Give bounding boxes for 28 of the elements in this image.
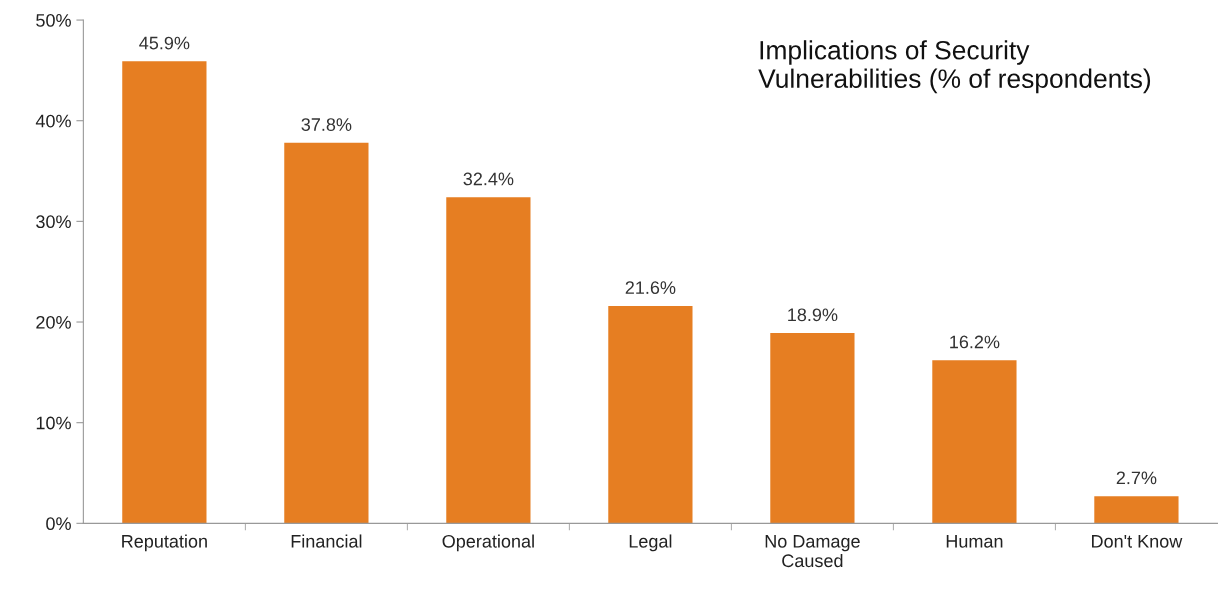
x-tick-label: No Damage Caused	[765, 535, 860, 568]
data-label: 37.8%	[301, 118, 352, 131]
x-tick-label: Don't Know	[1092, 535, 1183, 548]
x-tick-label: Human	[946, 535, 1003, 548]
data-label: 18.9%	[788, 308, 838, 322]
x-tick-label: Financial	[291, 534, 362, 548]
y-tick-label: 30%	[36, 215, 71, 229]
text: Implications of Security Vulnerabilities (% of respondents)	[758, 40, 1151, 94]
y-tick-label: 40%	[35, 114, 71, 128]
bar	[770, 333, 855, 524]
bar	[1094, 496, 1179, 524]
bar	[608, 305, 693, 524]
data-label: 2.7%	[1116, 471, 1157, 485]
x-tick-label: Operational	[442, 534, 534, 552]
bar	[446, 197, 531, 524]
x-tick-label: Reputation	[122, 534, 207, 552]
bar	[932, 360, 1017, 524]
bar	[122, 61, 207, 524]
data-label: 16.2%	[950, 335, 1000, 349]
y-tick-label: 50%	[36, 13, 71, 27]
bar	[284, 142, 369, 524]
data-label: 21.6%	[625, 281, 676, 295]
y-tick-label: 0%	[46, 517, 71, 531]
data-label: 32.4%	[463, 172, 514, 186]
y-tick-label: 20%	[36, 315, 71, 329]
y-tick-label: 10%	[36, 416, 71, 430]
x-tick-label: Legal	[629, 534, 672, 552]
data-label: 45.9%	[139, 36, 190, 50]
